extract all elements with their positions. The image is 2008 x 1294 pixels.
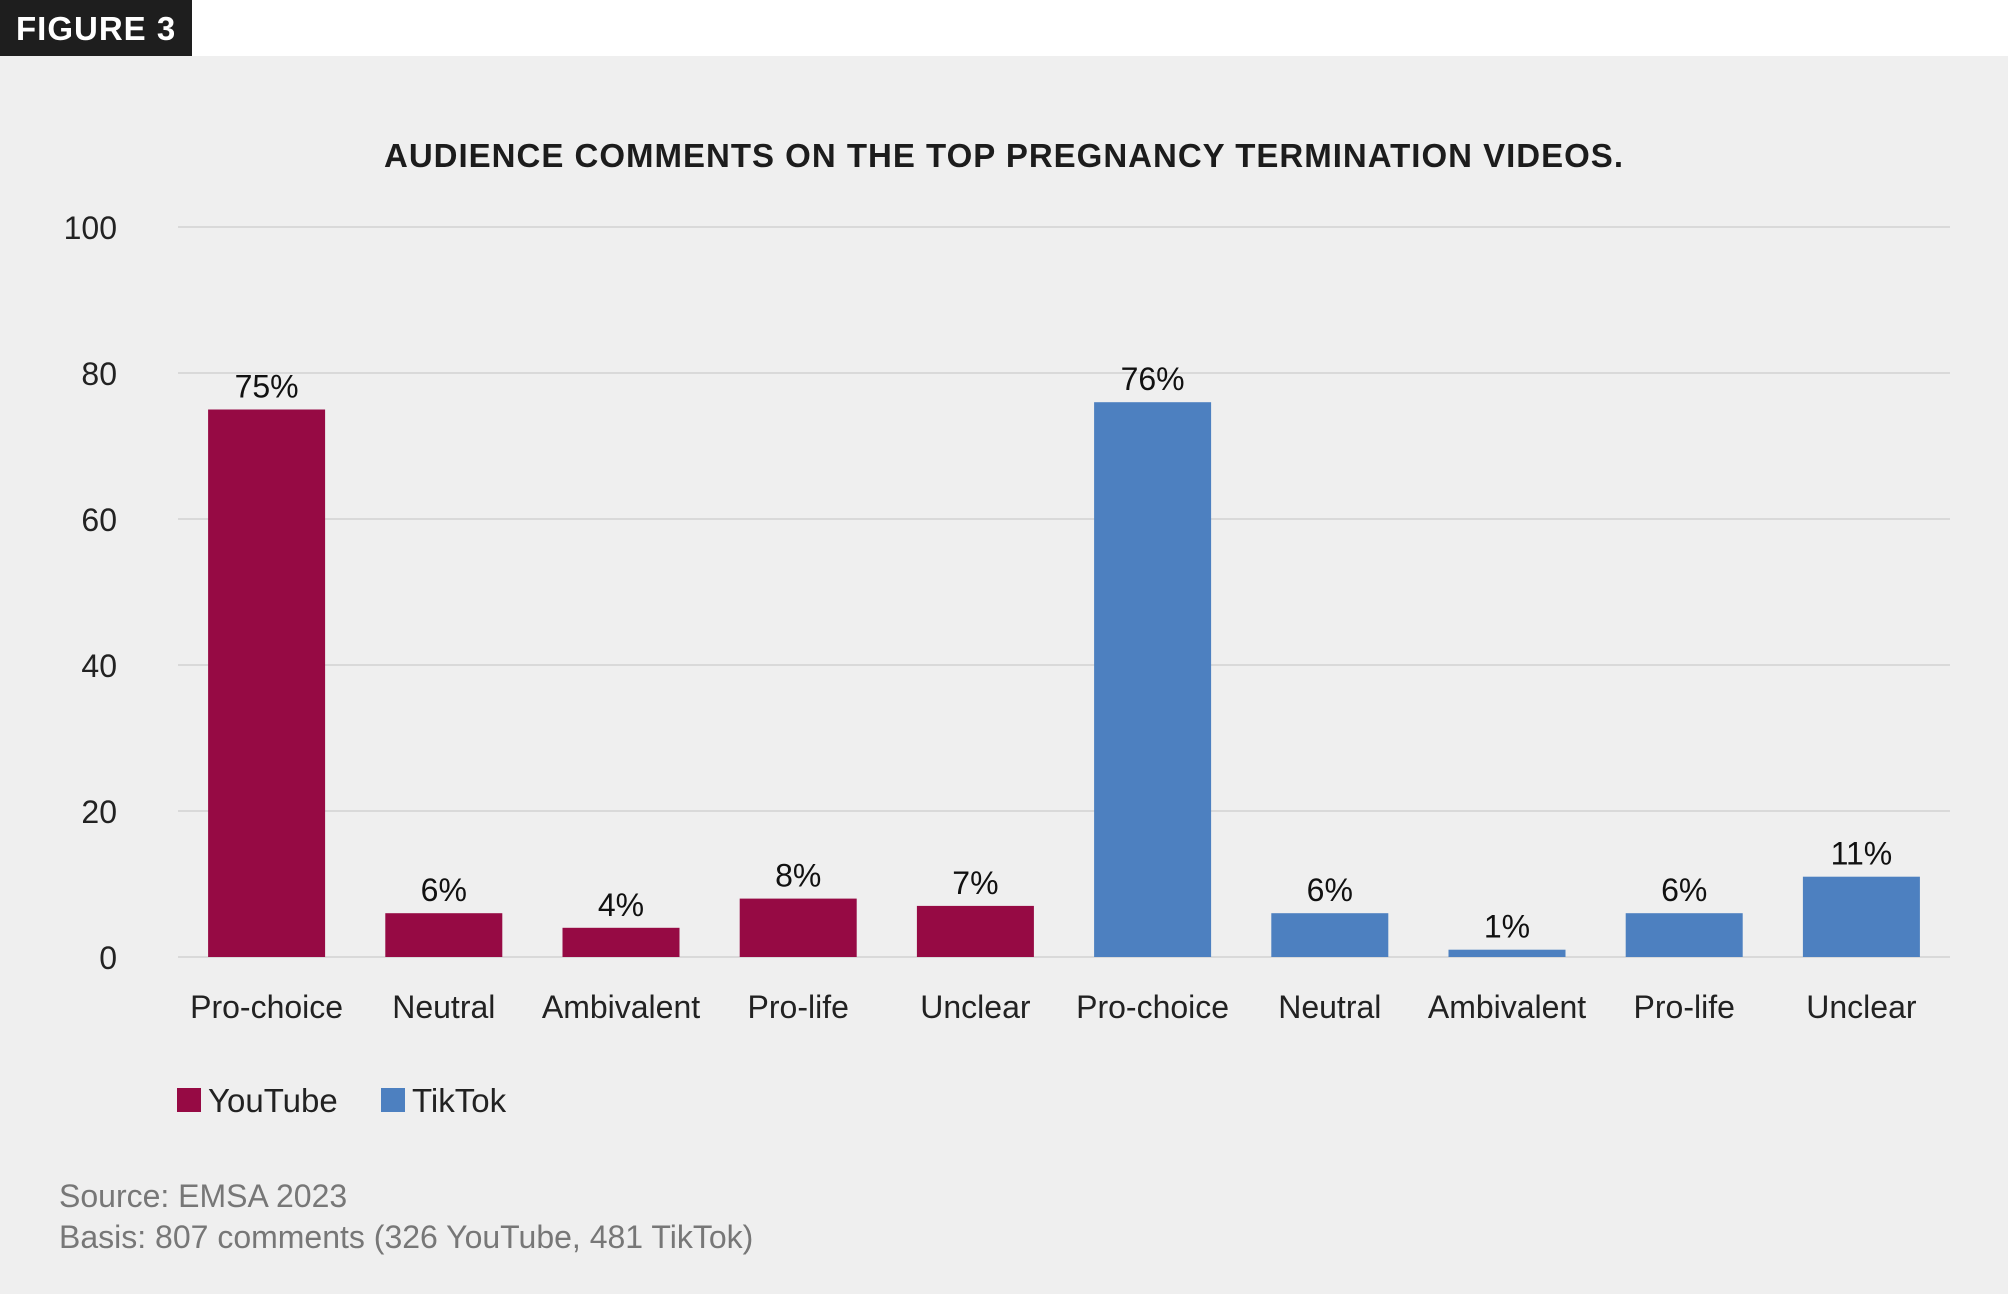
category-label: Pro-life — [748, 989, 849, 1025]
bar-tiktok — [1094, 402, 1212, 957]
data-label: 11% — [1831, 836, 1893, 872]
data-label: 76% — [1121, 361, 1185, 397]
bar-tiktok — [1271, 913, 1389, 957]
y-tick-label: 60 — [81, 502, 117, 538]
legend-swatch-tiktok — [381, 1088, 405, 1112]
y-tick-label: 80 — [81, 356, 117, 392]
category-label: Neutral — [392, 989, 495, 1025]
bar-youtube — [208, 409, 326, 957]
data-label: 6% — [1661, 872, 1707, 908]
category-label: Pro-life — [1634, 989, 1735, 1025]
data-label: 4% — [598, 887, 644, 923]
legend: YouTube TikTok — [177, 1082, 507, 1119]
y-tick-label: 0 — [99, 940, 117, 976]
data-label: 6% — [1307, 872, 1353, 908]
data-label: 75% — [235, 369, 299, 405]
bar-youtube — [739, 898, 857, 957]
notes: Source: EMSA 2023 Basis: 807 comments (3… — [59, 1176, 753, 1258]
figure-label: FIGURE 3 — [0, 0, 193, 56]
category-label: Ambivalent — [1428, 989, 1586, 1025]
category-label: Unclear — [1806, 989, 1917, 1025]
chart-title: AUDIENCE COMMENTS ON THE TOP PREGNANCY T… — [384, 137, 1624, 174]
legend-label-youtube: YouTube — [208, 1082, 338, 1119]
y-tick-label: 20 — [81, 794, 117, 830]
y-tick-label: 100 — [64, 210, 117, 246]
bar-youtube — [916, 905, 1034, 957]
legend-swatch-youtube — [177, 1088, 201, 1112]
basis-note: Basis: 807 comments (326 YouTube, 481 Ti… — [59, 1219, 754, 1255]
data-label: 6% — [421, 872, 467, 908]
bar-tiktok — [1448, 949, 1566, 957]
data-label: 1% — [1484, 909, 1530, 945]
bar-youtube — [562, 927, 680, 957]
source-note: Source: EMSA 2023 — [59, 1178, 348, 1214]
category-label: Pro-choice — [190, 989, 343, 1025]
category-label: Unclear — [920, 989, 1031, 1025]
bars — [208, 402, 1920, 957]
category-label: Neutral — [1278, 989, 1381, 1025]
category-label: Pro-choice — [1076, 989, 1229, 1025]
labels: 0 20 40 60 80 100 Pro-choice 75% Neutral 6% Ambiva… — [64, 210, 1917, 1025]
bar-youtube — [385, 913, 503, 957]
data-label: 7% — [952, 865, 998, 901]
category-label: Ambivalent — [542, 989, 700, 1025]
bar-tiktok — [1625, 913, 1743, 957]
y-tick-label: 40 — [81, 648, 117, 684]
header-band — [0, 0, 2008, 56]
bar-tiktok — [1802, 876, 1920, 957]
legend-label-tiktok: TikTok — [412, 1082, 507, 1119]
data-label: 8% — [775, 858, 821, 894]
grid — [178, 226, 1950, 958]
